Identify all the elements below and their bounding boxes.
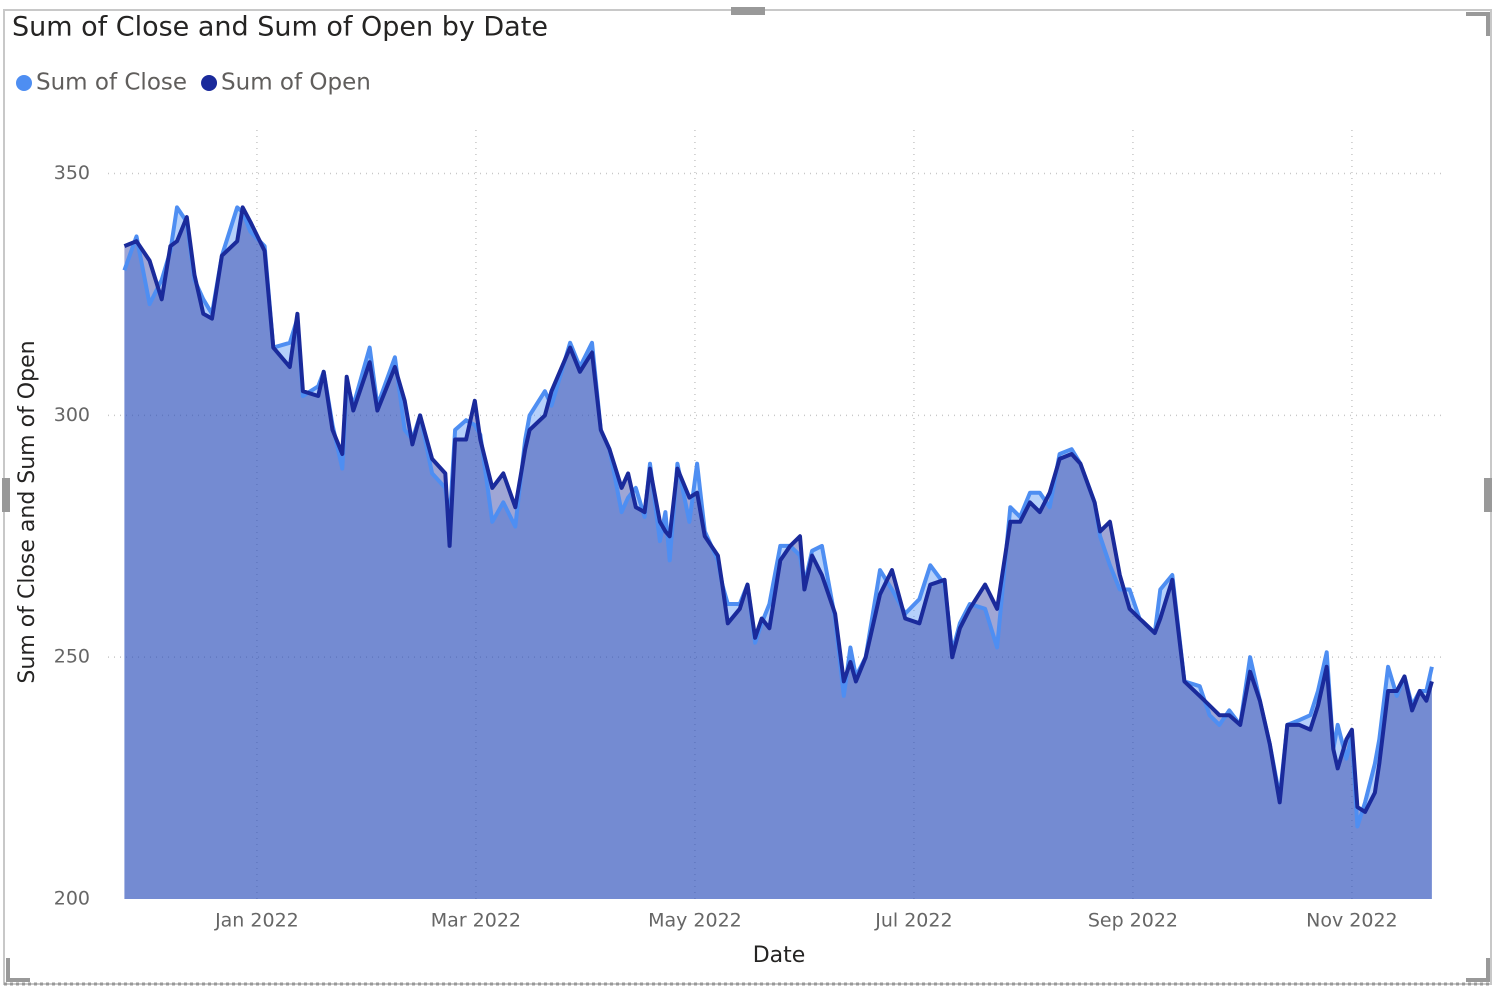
x-tick-label: May 2022	[648, 910, 742, 932]
y-tick-label: 200	[54, 888, 90, 910]
legend-label: Sum of Open	[221, 70, 371, 96]
x-tick-label: Jan 2022	[214, 910, 299, 932]
resize-handle[interactable]	[731, 7, 765, 15]
legend-marker	[16, 75, 32, 91]
line	[123, 205, 1434, 814]
legend-item[interactable]: Sum of Close	[16, 70, 187, 96]
legend-label: Sum of Close	[36, 70, 187, 96]
plot-area	[122, 205, 1434, 899]
y-tick-label: 350	[54, 162, 90, 184]
x-axis-label: Date	[753, 943, 806, 968]
grid: 200 250 300 350 Jan 2022 Mar 2022 May 2022 Jul …	[54, 130, 1445, 932]
y-axis-label: Sum of Close and Sum of Open	[15, 340, 40, 683]
legend-marker	[201, 75, 218, 91]
x-tick-label: Nov 2022	[1306, 910, 1397, 932]
resize-corner[interactable]	[1466, 12, 1490, 36]
resize-handle[interactable]	[2, 478, 10, 512]
x-tick-label: Mar 2022	[431, 910, 521, 932]
resize-handle[interactable]	[1484, 478, 1492, 512]
resize-corner[interactable]	[1466, 958, 1490, 982]
legend: Sum of Close Sum of Open	[16, 70, 371, 96]
y-tick-label: 300	[54, 404, 90, 426]
x-tick-label: Sep 2022	[1088, 910, 1178, 932]
x-tick-label: Jul 2022	[874, 910, 952, 932]
chart-title: Sum of Close and Sum of Open by Date	[12, 12, 548, 43]
legend-item[interactable]: Sum of Open	[201, 70, 371, 96]
area	[124, 207, 1432, 899]
resize-corner[interactable]	[6, 958, 30, 982]
area	[124, 207, 1432, 899]
y-tick-label: 250	[54, 646, 90, 668]
